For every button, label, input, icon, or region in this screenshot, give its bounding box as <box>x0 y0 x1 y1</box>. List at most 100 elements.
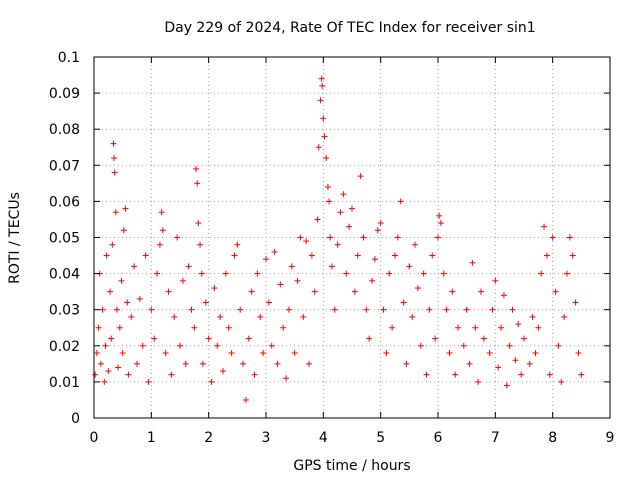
data-point <box>426 306 433 313</box>
data-point <box>315 144 322 151</box>
data-point <box>231 252 238 259</box>
data-point <box>495 364 502 371</box>
data-point <box>369 277 376 284</box>
data-point <box>237 306 244 313</box>
data-point <box>526 360 533 367</box>
data-point <box>154 270 161 277</box>
data-point <box>168 371 175 378</box>
data-point <box>558 378 565 385</box>
data-point <box>303 238 310 245</box>
data-point <box>575 350 582 357</box>
data-point <box>103 252 110 259</box>
data-point <box>242 396 249 403</box>
y-tick-label: 0.06 <box>49 194 80 210</box>
data-point <box>317 97 324 104</box>
data-point <box>134 360 140 367</box>
y-tick-label: 0.03 <box>49 303 80 319</box>
data-point <box>578 371 585 378</box>
data-point <box>124 299 131 306</box>
data-point <box>268 342 275 349</box>
data-point <box>432 335 439 342</box>
x-tick-label: 2 <box>204 430 213 446</box>
data-point <box>314 216 321 223</box>
data-point <box>420 270 427 277</box>
data-point <box>357 173 364 180</box>
x-tick-label: 7 <box>491 430 500 446</box>
y-tick-label: 0.02 <box>49 339 80 355</box>
data-point <box>240 360 247 367</box>
data-point <box>318 75 325 82</box>
data-point <box>446 350 453 357</box>
data-point <box>319 82 326 89</box>
data-point <box>136 295 143 302</box>
y-tick-label: 0 <box>71 411 80 427</box>
data-point <box>158 209 165 216</box>
x-tick-label: 5 <box>376 430 385 446</box>
data-point <box>125 371 132 378</box>
data-point <box>179 277 186 284</box>
data-point <box>437 220 444 227</box>
data-point <box>145 378 152 385</box>
data-point <box>321 133 328 140</box>
data-point <box>409 313 416 320</box>
data-point <box>265 299 272 306</box>
data-point <box>346 223 353 230</box>
data-point <box>102 342 109 349</box>
data-point <box>535 324 542 331</box>
data-point <box>555 342 562 349</box>
data-point <box>512 357 519 364</box>
x-tick-label: 6 <box>434 430 443 446</box>
data-point <box>280 324 287 331</box>
data-point <box>383 350 390 357</box>
data-point <box>386 270 393 277</box>
data-point <box>197 241 204 248</box>
data-point <box>111 155 118 162</box>
data-point <box>543 252 550 259</box>
data-point <box>139 342 146 349</box>
data-point <box>194 180 201 187</box>
data-point <box>515 321 522 328</box>
data-point <box>177 342 183 349</box>
data-point <box>277 281 284 288</box>
data-point <box>142 252 149 259</box>
data-point <box>248 288 255 295</box>
data-point <box>569 252 576 259</box>
data-point <box>285 306 292 313</box>
data-point <box>99 306 106 313</box>
data-point <box>234 241 241 248</box>
data-point <box>541 223 548 230</box>
data-point <box>455 324 462 331</box>
data-point <box>327 234 334 241</box>
data-point <box>95 324 102 331</box>
data-points <box>92 75 585 403</box>
data-point <box>116 324 123 331</box>
data-point <box>308 252 315 259</box>
data-point <box>417 342 424 349</box>
data-point <box>380 306 387 313</box>
data-point <box>222 270 229 277</box>
data-point <box>549 234 556 241</box>
data-point <box>156 241 163 248</box>
data-point <box>188 306 195 313</box>
data-point <box>406 263 413 270</box>
data-point <box>112 209 119 216</box>
data-point <box>397 198 404 205</box>
data-point <box>472 324 479 331</box>
data-point <box>182 360 189 367</box>
data-point <box>294 277 301 284</box>
data-point <box>113 306 120 313</box>
data-point <box>392 252 398 259</box>
data-point <box>283 375 290 382</box>
x-tick-label: 1 <box>147 430 156 446</box>
data-point <box>274 360 281 367</box>
data-point <box>403 360 410 367</box>
data-point <box>185 263 192 270</box>
data-point <box>324 183 331 190</box>
data-point <box>119 350 126 357</box>
data-point <box>131 263 138 270</box>
data-point <box>564 270 570 277</box>
data-point <box>174 234 181 241</box>
data-point <box>193 165 200 172</box>
data-point <box>489 306 496 313</box>
